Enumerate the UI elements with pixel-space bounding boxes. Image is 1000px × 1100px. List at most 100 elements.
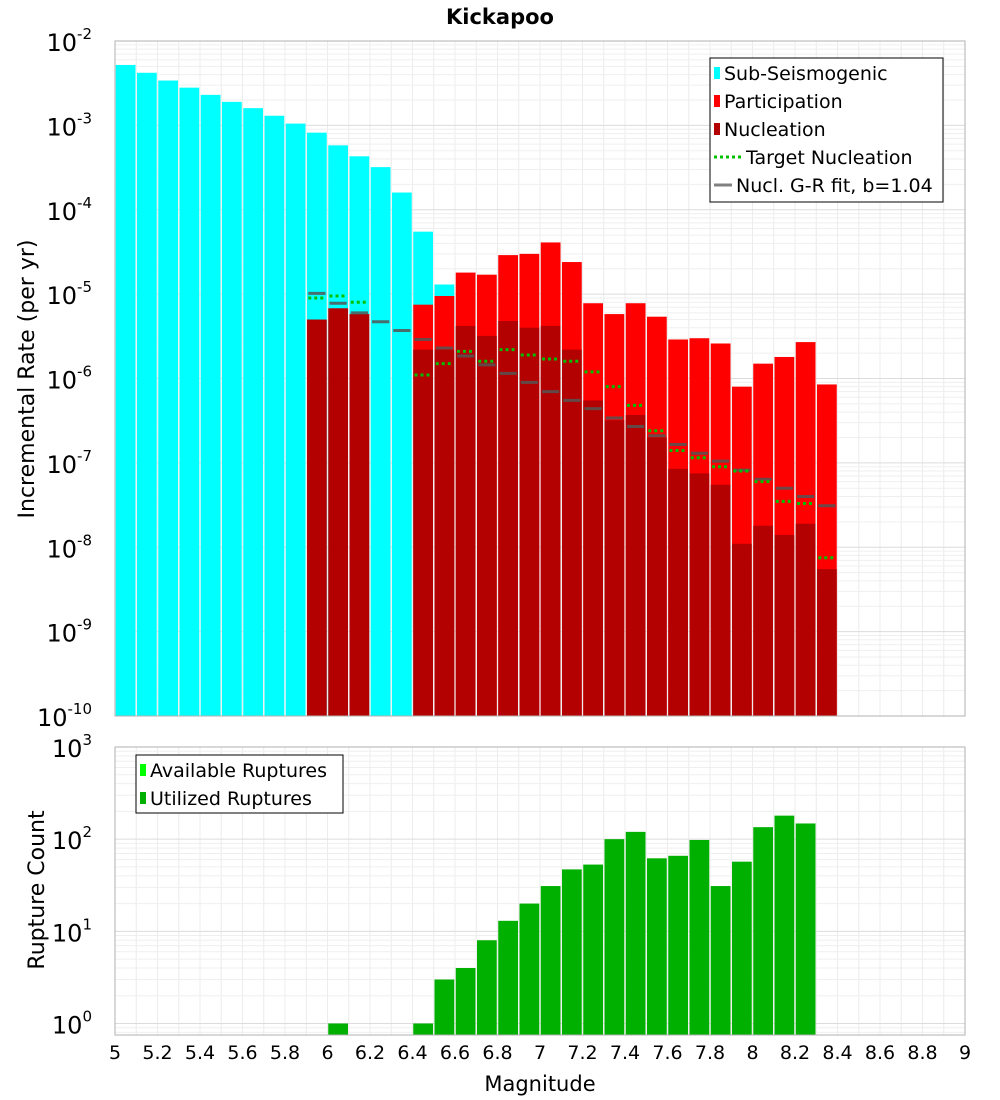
utilized-ruptures-bar xyxy=(413,1023,433,1035)
bottom-y-tick-label: 100 xyxy=(52,1007,92,1039)
nucleation-bar xyxy=(562,349,582,716)
nucleation-bar xyxy=(604,420,625,716)
nucleation-bar xyxy=(477,335,497,716)
top-y-tick-label: 10-3 xyxy=(46,109,92,141)
x-axis: 5 5.2 5.4 5.6 5.8 6 6.2 6.4 6.6 6.8 7 7.2 7.4 7.6 7.8 8… xyxy=(109,1042,971,1064)
utilized-ruptures-bar xyxy=(583,864,603,1035)
top-y-tick-label: 10-2 xyxy=(46,25,92,57)
x-tick-label: 5 xyxy=(109,1042,121,1064)
plot-frame xyxy=(114,746,966,1036)
utilized-ruptures-bar xyxy=(795,823,816,1035)
utilized-ruptures-bar xyxy=(455,967,476,1035)
sub-seismogenic-bar xyxy=(243,108,263,717)
nucleation-bar xyxy=(774,534,795,716)
utilized-ruptures-bar xyxy=(328,1023,348,1035)
nucleation-bar xyxy=(413,349,433,716)
x-tick-label: 8.2 xyxy=(780,1042,810,1064)
legend-swatch xyxy=(714,95,720,107)
nucleation-bar xyxy=(328,308,348,716)
x-tick-label: 9 xyxy=(959,1042,971,1064)
nucleation-bar xyxy=(668,468,688,716)
utilized-ruptures-bar xyxy=(540,886,561,1035)
top-y-tick-label: 10-10 xyxy=(37,700,92,732)
sub-seismogenic-bar xyxy=(137,72,157,717)
bottom-y-tick-label: 103 xyxy=(52,731,92,763)
utilized-ruptures-bar xyxy=(625,831,646,1035)
top-y-tick-label: 10-4 xyxy=(46,194,92,226)
nucleation-bar xyxy=(732,543,752,716)
nucleation-bar xyxy=(647,437,667,716)
bottom-y-tick-label: 102 xyxy=(52,823,92,855)
x-tick-label: 6.4 xyxy=(397,1042,427,1064)
x-tick-label: 7 xyxy=(534,1042,546,1064)
legend-label: Nucleation xyxy=(724,119,826,141)
nucleation-bar xyxy=(349,314,370,716)
plot-frame xyxy=(114,40,966,717)
sub-seismogenic-bar xyxy=(370,167,391,716)
bottom-y-axis-label: Rupture Count xyxy=(25,810,50,970)
x-tick-label: 5.6 xyxy=(227,1042,257,1064)
utilized-ruptures-bar xyxy=(710,886,731,1035)
x-tick-label: 6 xyxy=(321,1042,333,1064)
bottom-panel: 103 102 101 100 Available Ruptures Utilized R… xyxy=(52,731,966,1039)
legend-label: Target Nucleation xyxy=(745,147,913,169)
x-axis-label: Magnitude xyxy=(484,1072,595,1096)
legend-label: Sub-Seismogenic xyxy=(724,63,888,85)
x-tick-label: 5.2 xyxy=(142,1042,172,1064)
x-tick-label: 5.8 xyxy=(270,1042,300,1064)
nucleation-bar xyxy=(625,414,646,716)
x-tick-label: 8.4 xyxy=(822,1042,852,1064)
top-y-tick-label: 10-6 xyxy=(46,363,92,395)
top-y-tick-label: 10-5 xyxy=(46,278,92,310)
utilized-ruptures-bar xyxy=(753,827,773,1035)
utilized-ruptures-bar xyxy=(477,940,497,1035)
x-tick-label: 7.2 xyxy=(567,1042,597,1064)
x-tick-label: 8.6 xyxy=(865,1042,895,1064)
legend-label: Participation xyxy=(724,91,843,113)
nucleation-bar xyxy=(540,325,561,716)
sub-seismogenic-bar xyxy=(179,87,200,716)
x-tick-label: 7.6 xyxy=(652,1042,682,1064)
utilized-ruptures-bar xyxy=(774,815,795,1035)
legend-swatch xyxy=(140,792,146,804)
legend-swatch xyxy=(714,123,720,135)
top-y-axis-label: Incremental Rate (per yr) xyxy=(15,240,40,519)
nucleation-bar xyxy=(795,523,816,716)
legend-label: Nucl. G-R fit, b=1.04 xyxy=(736,175,933,197)
nucleation-bar xyxy=(583,400,603,716)
nucleation-bar xyxy=(710,484,731,716)
utilized-ruptures-bar xyxy=(498,920,518,1035)
nucleation-bar xyxy=(434,349,455,716)
x-tick-label: 8.8 xyxy=(907,1042,937,1064)
legend-label: Available Ruptures xyxy=(150,760,327,782)
top-y-tick-label: 10-9 xyxy=(46,616,92,648)
utilized-ruptures-bar xyxy=(604,839,625,1035)
sub-seismogenic-bar xyxy=(115,64,136,716)
nucleation-bar xyxy=(455,325,476,716)
top-y-tick-label: 10-8 xyxy=(46,531,92,563)
utilized-ruptures-bar xyxy=(647,858,667,1035)
nucleation-bar xyxy=(689,473,710,716)
utilized-ruptures-bar xyxy=(732,861,752,1035)
utilized-ruptures-bar xyxy=(519,903,540,1035)
sub-seismogenic-bar xyxy=(200,94,221,716)
nucleation-bar xyxy=(519,327,540,716)
sub-seismogenic-bar xyxy=(392,192,412,717)
x-tick-label: 6.2 xyxy=(355,1042,385,1064)
nucleation-bar xyxy=(498,321,518,716)
chart-title: Kickapoo xyxy=(446,5,554,29)
legend-box xyxy=(709,57,944,203)
nucleation-bar xyxy=(817,569,837,716)
legend-box xyxy=(135,754,344,814)
bottom-y-tick-label: 101 xyxy=(52,915,92,947)
x-tick-label: 6.8 xyxy=(482,1042,512,1064)
top-panel: 10-2 10-3 10-4 10-5 10-6 10-7 10-8 10-9 10-10 Sub… xyxy=(37,25,966,732)
sub-seismogenic-bar xyxy=(158,80,178,716)
x-tick-label: 5.4 xyxy=(185,1042,215,1064)
x-tick-label: 6.6 xyxy=(440,1042,470,1064)
sub-seismogenic-bar xyxy=(222,101,242,716)
legend-swatch xyxy=(714,67,720,79)
top-y-tick-label: 10-7 xyxy=(46,447,92,479)
utilized-ruptures-bar xyxy=(562,869,582,1035)
